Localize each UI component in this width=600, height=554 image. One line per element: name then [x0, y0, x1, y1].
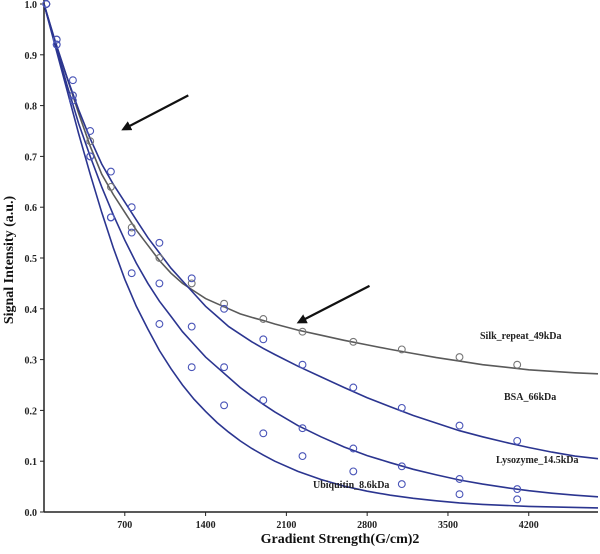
- data-point: [259, 335, 268, 344]
- series-label: Ubiquitin_8.6kDa: [313, 480, 389, 491]
- data-point: [259, 315, 268, 323]
- data-point: [52, 35, 61, 44]
- x-tick-label: 2100: [276, 520, 296, 531]
- data-point: [349, 383, 358, 392]
- data-point: [68, 76, 77, 85]
- annotation-arrow: [121, 94, 189, 131]
- data-point: [298, 327, 307, 336]
- y-tick-label: 0.0: [25, 508, 38, 519]
- data-point: [513, 485, 522, 494]
- data-point: [155, 320, 164, 328]
- data-point: [397, 403, 406, 412]
- data-point: [86, 127, 95, 135]
- x-tick-label: 700: [117, 520, 132, 531]
- data-point: [42, 0, 51, 8]
- data-point: [220, 299, 229, 308]
- data-point: [220, 363, 229, 372]
- data-point: [187, 274, 196, 283]
- data-point: [220, 401, 229, 410]
- data-point: [513, 360, 522, 369]
- data-point: [455, 421, 464, 430]
- data-point: [349, 337, 358, 346]
- fit-curves: [43, 3, 599, 509]
- data-point: [259, 429, 268, 438]
- data-point: [513, 495, 522, 504]
- y-tick-label: 0.3: [25, 356, 38, 367]
- x-tick-label: 1400: [196, 520, 216, 531]
- data-point: [68, 96, 77, 105]
- data-point: [349, 467, 358, 476]
- x-axis-title: Gradient Strength(G/cm)2: [261, 532, 420, 547]
- y-tick-label: 0.6: [25, 203, 38, 214]
- y-axis-title: Signal Intensity (a.u.): [2, 195, 17, 324]
- ticks: 700 1400 2100 2800 3500 4200 0.0 0.1 0.2 0.3 0.4 0.…: [25, 0, 539, 531]
- data-point: [298, 424, 307, 433]
- data-point: [513, 436, 522, 445]
- data-point: [127, 223, 136, 232]
- data-point: [455, 490, 464, 499]
- data-point: [259, 396, 268, 405]
- fit-curve-0: [43, 3, 599, 375]
- data-point: [155, 238, 164, 247]
- data-point: [220, 304, 229, 313]
- y-tick-label: 0.8: [25, 102, 38, 113]
- data-point: [106, 182, 115, 191]
- data-point: [86, 137, 95, 146]
- data-point: [106, 213, 115, 222]
- y-tick-label: 1.0: [25, 0, 38, 11]
- data-point: [52, 40, 61, 49]
- data-point: [397, 462, 406, 471]
- data-point: [106, 167, 115, 176]
- y-tick-label: 0.9: [25, 51, 38, 62]
- series-label: Lysozyme_14.5kDa: [496, 455, 579, 466]
- data-points: [42, 0, 522, 504]
- annotations: [121, 94, 371, 324]
- fit-curve-2: [43, 3, 599, 498]
- fit-curve-3: [43, 3, 599, 509]
- fit-curve-1: [43, 3, 599, 460]
- y-tick-label: 0.5: [25, 254, 38, 265]
- data-point: [86, 152, 95, 161]
- axes: [43, 0, 598, 513]
- x-tick-label: 2800: [357, 520, 377, 531]
- y-tick-label: 0.1: [25, 457, 38, 468]
- annotation-arrow: [296, 284, 371, 324]
- data-point: [397, 480, 406, 489]
- data-point: [349, 444, 358, 453]
- data-point: [127, 228, 136, 237]
- data-point: [155, 279, 164, 288]
- data-point: [397, 345, 406, 354]
- series-labels: Silk_repeat_49kDa BSA_66kDa Lysozyme_14.5k…: [313, 331, 579, 491]
- data-point: [298, 452, 307, 461]
- data-point: [455, 475, 464, 483]
- data-point: [187, 363, 196, 372]
- data-point: [187, 279, 196, 288]
- data-point: [127, 203, 136, 212]
- series-label: BSA_66kDa: [504, 392, 556, 403]
- data-point: [155, 254, 164, 262]
- series-label: Silk_repeat_49kDa: [480, 331, 562, 342]
- x-tick-label: 3500: [438, 520, 458, 531]
- y-tick-label: 0.2: [25, 406, 38, 417]
- x-tick-label: 4200: [519, 520, 539, 531]
- y-tick-label: 0.7: [25, 152, 38, 163]
- data-point: [298, 360, 307, 369]
- data-point: [68, 91, 77, 100]
- data-point: [455, 353, 464, 362]
- data-point: [127, 269, 136, 278]
- y-tick-label: 0.4: [25, 305, 38, 316]
- data-point: [187, 322, 196, 331]
